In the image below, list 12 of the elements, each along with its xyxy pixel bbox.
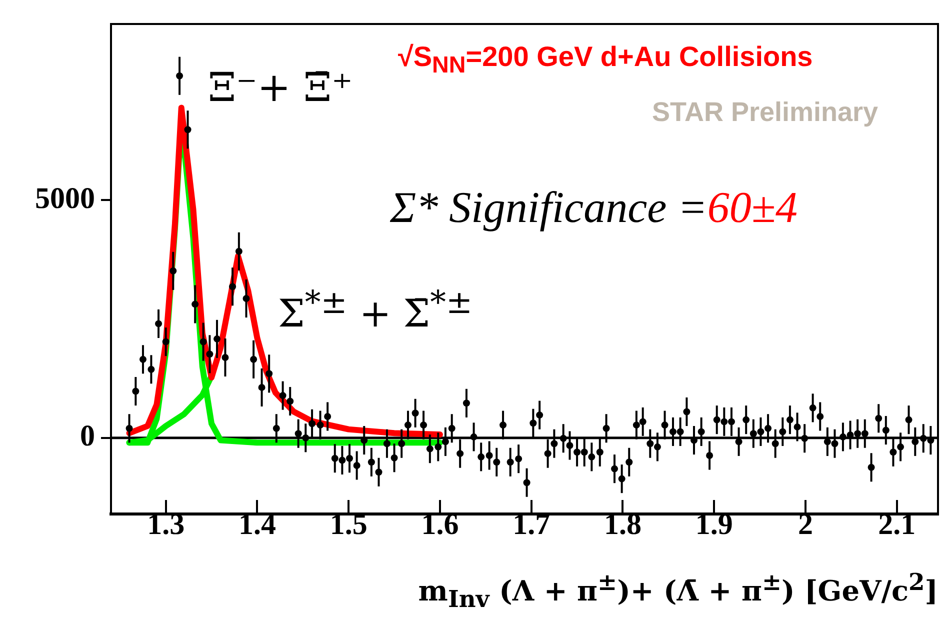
annotation: Σ* Significance =60±4 xyxy=(390,183,798,232)
annotation: Σ$^{*±}$ + Σ̄$^{*±}$ xyxy=(278,285,472,336)
y-tick-label: 0 xyxy=(80,420,95,453)
x-tick-label: 1.6 xyxy=(421,508,459,541)
annotation: √S$_{NN}$=200 GeV d+Au Collisions xyxy=(398,41,813,78)
annotation: STAR Preliminary xyxy=(652,97,878,128)
annotation: Ξ⁻+ Ξ̄⁺ xyxy=(208,65,353,111)
text: m$_{Inv}$ (Λ + π$^{±}$)+ (Λ̄ + π$^{±}$) [GeV/c$^{2}$] xyxy=(418,568,938,613)
x-tick-label: 1.8 xyxy=(604,508,642,541)
x-tick-label: 1.9 xyxy=(695,508,733,541)
x-tick-label: 1.4 xyxy=(238,508,276,541)
y-tick-label: 5000 xyxy=(35,182,95,215)
